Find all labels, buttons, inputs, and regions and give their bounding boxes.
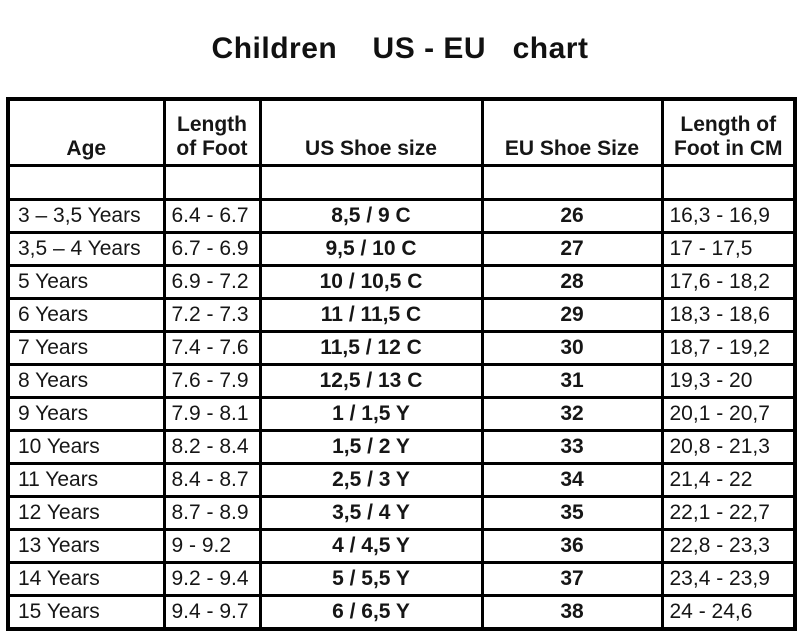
age-cell: 9 Years bbox=[6, 396, 166, 432]
foot-length-inches-cell: 6.4 - 6.7 bbox=[162, 198, 262, 234]
spacer-row bbox=[6, 164, 797, 201]
page-title: Children US - EU chart bbox=[211, 31, 589, 65]
foot-length-cm-cell: 17,6 - 18,2 bbox=[660, 264, 797, 300]
foot-length-cm-cell: 20,8 - 21,3 bbox=[660, 429, 797, 465]
foot-length-cm-cell: 18,3 - 18,6 bbox=[660, 297, 797, 333]
us-shoe-size-cell: 2,5 / 3 Y bbox=[258, 462, 484, 498]
foot-length-inches-cell: 6.9 - 7.2 bbox=[162, 264, 262, 300]
age-cell: 10 Years bbox=[6, 429, 166, 465]
foot-length-inches-cell: 8.7 - 8.9 bbox=[162, 495, 262, 531]
foot-length-inches-cell: 7.4 - 7.6 bbox=[162, 330, 262, 366]
eu-shoe-size-cell: 31 bbox=[480, 363, 664, 399]
age-cell: 14 Years bbox=[6, 561, 166, 597]
age-cell: 6 Years bbox=[6, 297, 166, 333]
spacer-cell bbox=[162, 164, 262, 201]
table-row: 14 Years 9.2 - 9.4 5 / 5,5 Y 37 23,4 - 23,9 bbox=[6, 561, 797, 597]
foot-length-cm-cell: 19,3 - 20 bbox=[660, 363, 797, 399]
us-shoe-size-cell: 12,5 / 13 C bbox=[258, 363, 484, 399]
table-row: 11 Years 8.4 - 8.7 2,5 / 3 Y 34 21,4 - 22 bbox=[6, 462, 797, 498]
foot-length-cm-cell: 17 - 17,5 bbox=[660, 231, 797, 267]
us-shoe-size-cell: 10 / 10,5 C bbox=[258, 264, 484, 300]
table-row: 10 Years 8.2 - 8.4 1,5 / 2 Y 33 20,8 - 21,3 bbox=[6, 429, 797, 465]
us-shoe-size-cell: 1 / 1,5 Y bbox=[258, 396, 484, 432]
header-foot-length-cm: Length of Foot in CM bbox=[660, 97, 797, 167]
eu-shoe-size-cell: 30 bbox=[480, 330, 664, 366]
us-shoe-size-cell: 5 / 5,5 Y bbox=[258, 561, 484, 597]
foot-length-cm-cell: 21,4 - 22 bbox=[660, 462, 797, 498]
age-cell: 3,5 – 4 Years bbox=[6, 231, 166, 267]
foot-length-cm-cell: 23,4 - 23,9 bbox=[660, 561, 797, 597]
table-row: 9 Years 7.9 - 8.1 1 / 1,5 Y 32 20,1 - 20,7 bbox=[6, 396, 797, 432]
foot-length-inches-cell: 8.2 - 8.4 bbox=[162, 429, 262, 465]
header-row: Age Length of Foot US Shoe size EU Shoe … bbox=[6, 97, 797, 167]
eu-shoe-size-cell: 36 bbox=[480, 528, 664, 564]
us-shoe-size-cell: 6 / 6,5 Y bbox=[258, 594, 484, 631]
us-shoe-size-cell: 11,5 / 12 C bbox=[258, 330, 484, 366]
foot-length-cm-cell: 18,7 - 19,2 bbox=[660, 330, 797, 366]
us-shoe-size-cell: 8,5 / 9 C bbox=[258, 198, 484, 234]
foot-length-cm-cell: 16,3 - 16,9 bbox=[660, 198, 797, 234]
us-shoe-size-cell: 1,5 / 2 Y bbox=[258, 429, 484, 465]
foot-length-cm-cell: 20,1 - 20,7 bbox=[660, 396, 797, 432]
spacer-cell bbox=[660, 164, 797, 201]
table-row: 8 Years 7.6 - 7.9 12,5 / 13 C 31 19,3 - 20 bbox=[6, 363, 797, 399]
age-cell: 11 Years bbox=[6, 462, 166, 498]
spacer-cell bbox=[6, 164, 166, 201]
foot-length-inches-cell: 7.9 - 8.1 bbox=[162, 396, 262, 432]
us-shoe-size-cell: 11 / 11,5 C bbox=[258, 297, 484, 333]
age-cell: 13 Years bbox=[6, 528, 166, 564]
foot-length-inches-cell: 9.4 - 9.7 bbox=[162, 594, 262, 631]
eu-shoe-size-cell: 26 bbox=[480, 198, 664, 234]
table-row: 6 Years 7.2 - 7.3 11 / 11,5 C 29 18,3 - 18,6 bbox=[6, 297, 797, 333]
foot-length-cm-cell: 24 - 24,6 bbox=[660, 594, 797, 631]
eu-shoe-size-cell: 34 bbox=[480, 462, 664, 498]
table-row: 7 Years 7.4 - 7.6 11,5 / 12 C 30 18,7 - 19,2 bbox=[6, 330, 797, 366]
foot-length-inches-cell: 7.6 - 7.9 bbox=[162, 363, 262, 399]
foot-length-inches-cell: 7.2 - 7.3 bbox=[162, 297, 262, 333]
table-row: 3 – 3,5 Years 6.4 - 6.7 8,5 / 9 C 26 16,3 - … bbox=[6, 198, 797, 234]
foot-length-inches-cell: 9 - 9.2 bbox=[162, 528, 262, 564]
table-body: 3 – 3,5 Years 6.4 - 6.7 8,5 / 9 C 26 16,3 - … bbox=[6, 198, 797, 631]
header-age: Age bbox=[6, 97, 166, 167]
table-row: 12 Years 8.7 - 8.9 3,5 / 4 Y 35 22,1 - 22,7 bbox=[6, 495, 797, 531]
header-us-shoe-size: US Shoe size bbox=[258, 97, 484, 167]
foot-length-cm-cell: 22,8 - 23,3 bbox=[660, 528, 797, 564]
age-cell: 3 – 3,5 Years bbox=[6, 198, 166, 234]
table-row: 13 Years 9 - 9.2 4 / 4,5 Y 36 22,8 - 23,3 bbox=[6, 528, 797, 564]
eu-shoe-size-cell: 33 bbox=[480, 429, 664, 465]
table-row: 3,5 – 4 Years 6.7 - 6.9 9,5 / 10 C 27 17 - 1… bbox=[6, 231, 797, 267]
age-cell: 5 Years bbox=[6, 264, 166, 300]
foot-length-inches-cell: 9.2 - 9.4 bbox=[162, 561, 262, 597]
us-shoe-size-cell: 4 / 4,5 Y bbox=[258, 528, 484, 564]
age-cell: 15 Years bbox=[6, 594, 166, 631]
size-conversion-table: Age Length of Foot US Shoe size EU Shoe … bbox=[6, 97, 797, 631]
age-cell: 12 Years bbox=[6, 495, 166, 531]
eu-shoe-size-cell: 28 bbox=[480, 264, 664, 300]
age-cell: 7 Years bbox=[6, 330, 166, 366]
eu-shoe-size-cell: 32 bbox=[480, 396, 664, 432]
eu-shoe-size-cell: 38 bbox=[480, 594, 664, 631]
table-row: 5 Years 6.9 - 7.2 10 / 10,5 C 28 17,6 - 18,2 bbox=[6, 264, 797, 300]
age-cell: 8 Years bbox=[6, 363, 166, 399]
spacer-cell bbox=[480, 164, 664, 201]
eu-shoe-size-cell: 27 bbox=[480, 231, 664, 267]
foot-length-cm-cell: 22,1 - 22,7 bbox=[660, 495, 797, 531]
foot-length-inches-cell: 8.4 - 8.7 bbox=[162, 462, 262, 498]
eu-shoe-size-cell: 29 bbox=[480, 297, 664, 333]
us-shoe-size-cell: 3,5 / 4 Y bbox=[258, 495, 484, 531]
table-row: 15 Years 9.4 - 9.7 6 / 6,5 Y 38 24 - 24,6 bbox=[6, 594, 797, 631]
eu-shoe-size-cell: 35 bbox=[480, 495, 664, 531]
header-eu-shoe-size: EU Shoe Size bbox=[480, 97, 664, 167]
spacer-cell bbox=[258, 164, 484, 201]
us-shoe-size-cell: 9,5 / 10 C bbox=[258, 231, 484, 267]
header-foot-length-inches: Length of Foot bbox=[162, 97, 262, 167]
foot-length-inches-cell: 6.7 - 6.9 bbox=[162, 231, 262, 267]
eu-shoe-size-cell: 37 bbox=[480, 561, 664, 597]
